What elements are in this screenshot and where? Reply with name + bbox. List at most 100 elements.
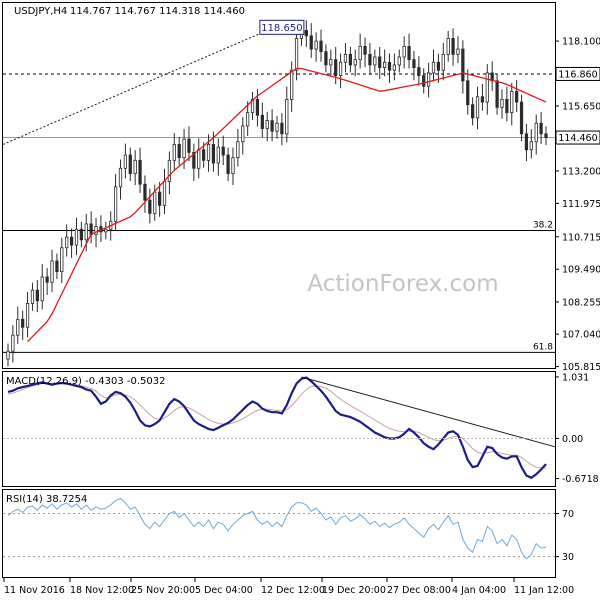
time-axis-label: 4 Jan 04:00 xyxy=(452,585,506,596)
candle-body xyxy=(285,98,289,135)
value-box-group: 114.460 xyxy=(555,130,600,145)
candle-body xyxy=(216,146,220,164)
candle-body xyxy=(128,154,132,174)
value-box-label: 114.460 xyxy=(558,133,597,144)
candle-body xyxy=(74,228,79,246)
candle-body xyxy=(167,159,172,182)
time-axis-label: 27 Dec 08:00 xyxy=(387,585,451,596)
candle-body xyxy=(334,59,338,76)
macd-panel-frame xyxy=(2,371,556,487)
candle-body xyxy=(324,51,328,66)
macd-tick-label: 0.00 xyxy=(562,434,583,445)
candle-body xyxy=(148,199,152,214)
candle-body xyxy=(55,260,59,273)
time-axis-label: 12 Dec 12:00 xyxy=(261,585,325,596)
candle-body xyxy=(69,236,74,246)
candle-body xyxy=(260,114,264,129)
candle-body xyxy=(402,45,406,58)
axis-layer: 118.100 116.860 115.650 114.460 113.200 111.9… xyxy=(3,37,600,596)
symbol-timeframe-label: USDJPY,H4 xyxy=(14,6,67,17)
candle-body xyxy=(118,167,123,188)
candle-body xyxy=(529,141,533,151)
candle-body xyxy=(397,56,401,66)
candle-body xyxy=(113,186,118,222)
candle-body xyxy=(143,183,147,201)
candle-body xyxy=(79,228,83,241)
rsi-tick-label: 30 xyxy=(562,552,574,563)
candle-body xyxy=(451,38,455,55)
candle-body xyxy=(40,276,44,302)
candle-body xyxy=(495,80,499,108)
candle-body xyxy=(241,125,245,143)
candle-body xyxy=(172,144,176,161)
price-panel-frame xyxy=(2,2,556,369)
candle-body xyxy=(480,96,485,103)
candle-body xyxy=(138,159,142,185)
candle-body xyxy=(524,133,529,151)
value-box-label: 116.860 xyxy=(558,69,597,80)
candle-body xyxy=(30,289,35,304)
candle-body xyxy=(539,122,543,135)
moving-average-line xyxy=(27,67,547,343)
price-tick-label: 107.040 xyxy=(562,330,600,341)
candle-body xyxy=(265,120,269,129)
candle-body xyxy=(231,157,235,174)
candle-body xyxy=(348,53,352,66)
candle-body xyxy=(221,146,225,156)
candle-body xyxy=(246,112,250,127)
candle-body xyxy=(373,56,377,66)
candle-body xyxy=(25,303,30,328)
candle-body xyxy=(431,61,436,74)
macd-tick-label: -0.6718 xyxy=(562,474,599,485)
candle-body xyxy=(407,45,411,61)
candle-body xyxy=(270,120,274,132)
candle-body xyxy=(60,247,64,273)
candle-body xyxy=(353,59,357,66)
candle-body xyxy=(485,72,489,103)
rsi-layer xyxy=(3,497,555,560)
price-tick-label: 115.650 xyxy=(562,102,600,113)
value-box xyxy=(555,130,600,145)
candle-body xyxy=(343,53,348,63)
rsi-tick-label: 70 xyxy=(562,509,574,520)
macd-layer xyxy=(3,376,556,480)
candle-body xyxy=(466,80,470,106)
peak-value-label: 118.650 xyxy=(261,23,302,34)
price-layer: 38.2 61.8 118.650 xyxy=(2,19,555,367)
candle-body xyxy=(187,138,191,153)
macd-title: MACD(12,26,9) -0.4303 -0.5032 xyxy=(6,376,166,387)
candle-body xyxy=(197,149,201,169)
candle-body xyxy=(50,260,54,283)
candle-body xyxy=(319,40,323,53)
candle-body xyxy=(382,61,387,68)
candle-body xyxy=(35,289,39,302)
candle-body xyxy=(412,59,416,68)
time-axis-label: 5 Dec 04:00 xyxy=(195,585,253,596)
candle-body xyxy=(192,151,196,169)
candle-body xyxy=(358,45,362,61)
candle-body xyxy=(226,154,230,174)
peak-value-box xyxy=(259,19,305,35)
candle-body xyxy=(461,48,465,82)
rsi-panel-frame xyxy=(2,489,556,578)
candle-body xyxy=(177,144,181,159)
candle-body xyxy=(304,30,308,37)
candle-body xyxy=(471,104,475,119)
candle-body xyxy=(45,276,49,283)
candle-body xyxy=(157,191,162,206)
price-tick-label: 109.490 xyxy=(562,265,600,276)
candle-body xyxy=(123,154,128,169)
price-tick-label: 108.255 xyxy=(562,297,600,308)
candle-body xyxy=(378,56,382,68)
macd-tick-label: 1.031 xyxy=(562,372,589,383)
candle-body xyxy=(363,45,367,55)
candle-body xyxy=(519,101,524,135)
time-axis-label: 11 Nov 2016 xyxy=(4,585,65,596)
candle-body xyxy=(534,122,538,143)
price-tick-label: 110.715 xyxy=(562,232,600,243)
candle-body xyxy=(153,191,157,214)
rising-trendline xyxy=(2,19,292,145)
